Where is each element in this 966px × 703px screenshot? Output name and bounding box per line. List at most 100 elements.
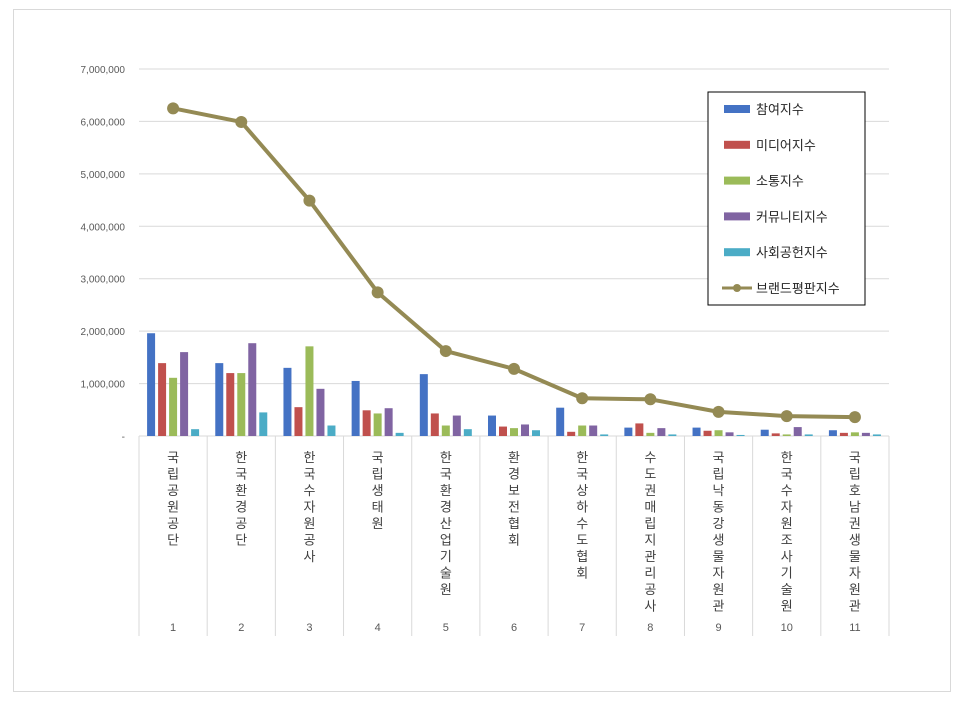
- bar: [635, 423, 644, 436]
- bar: [567, 431, 576, 436]
- bar: [169, 377, 178, 436]
- legend-label: 커뮤니티지수: [756, 210, 828, 225]
- x-rank-label: 1: [170, 622, 176, 634]
- y-tick-label: 7,000,000: [81, 65, 126, 76]
- line-point: [439, 345, 452, 358]
- line-point: [644, 393, 657, 406]
- legend-swatch: [724, 248, 750, 257]
- bar: [191, 429, 200, 436]
- bar: [725, 432, 734, 436]
- y-tick-label: 6,000,000: [81, 117, 126, 128]
- bar: [804, 434, 813, 436]
- bar: [703, 430, 712, 436]
- legend-label: 참여지수: [756, 103, 804, 118]
- bar: [362, 410, 371, 436]
- bar: [248, 343, 257, 436]
- bar: [158, 363, 167, 436]
- legend-label: 소통지수: [756, 175, 804, 190]
- bar: [463, 429, 472, 436]
- bar: [861, 432, 870, 436]
- bar: [714, 430, 723, 436]
- bar: [180, 352, 189, 436]
- line-point: [848, 411, 861, 424]
- bar: [499, 426, 507, 436]
- bar: [556, 407, 565, 436]
- bar: [373, 413, 382, 436]
- bar: [395, 432, 404, 436]
- legend-label: 미디어지수: [756, 139, 816, 154]
- line-point: [780, 410, 793, 423]
- bar: [828, 430, 837, 436]
- bar: [850, 432, 859, 436]
- bar: [624, 427, 633, 436]
- line-point: [303, 194, 316, 207]
- bar: [419, 374, 428, 436]
- bar: [657, 428, 666, 436]
- bar: [305, 346, 314, 436]
- bar: [600, 434, 609, 436]
- legend-swatch: [724, 105, 750, 113]
- x-rank-label: 2: [238, 622, 244, 634]
- legend-label: 브랜드평판지수: [756, 282, 840, 297]
- bar: [430, 413, 439, 436]
- legend-swatch: [724, 176, 750, 185]
- y-tick-label: 4,000,000: [81, 222, 126, 233]
- line-point: [576, 392, 589, 405]
- line-point: [712, 405, 725, 418]
- bar: [692, 427, 701, 436]
- x-rank-label: 9: [715, 622, 721, 634]
- bar: [736, 434, 745, 436]
- bar: [646, 432, 655, 436]
- x-rank-label: 4: [375, 622, 381, 634]
- bar: [384, 408, 393, 436]
- bar: [668, 434, 677, 436]
- line-point: [371, 286, 384, 299]
- legend-label: 사회공헌지수: [756, 246, 828, 261]
- bar: [771, 433, 780, 436]
- bar: [578, 425, 587, 436]
- bar: [532, 430, 540, 436]
- bar: [760, 429, 769, 436]
- bar: [351, 380, 360, 436]
- line-point: [508, 362, 520, 375]
- x-rank-label: 11: [849, 622, 860, 634]
- bar: [589, 425, 598, 436]
- bar: [147, 333, 156, 436]
- x-rank-label: 8: [647, 622, 653, 634]
- x-rank-label: 7: [579, 622, 585, 634]
- legend-swatch: [724, 140, 750, 149]
- bar: [294, 407, 303, 436]
- legend-swatch: [724, 212, 750, 221]
- bar: [237, 373, 246, 436]
- x-rank-label: 10: [781, 622, 793, 634]
- bar: [327, 425, 336, 436]
- legend-box: [707, 91, 866, 306]
- x-rank-label: 6: [511, 622, 517, 634]
- x-rank-label: 5: [443, 622, 449, 634]
- bar: [226, 373, 235, 436]
- bar: [441, 425, 450, 436]
- bar: [872, 434, 881, 436]
- line-point: [235, 115, 248, 128]
- bar: [215, 363, 224, 436]
- line-point: [167, 102, 180, 115]
- y-tick-label: 1,000,000: [81, 380, 126, 391]
- bar: [782, 434, 791, 436]
- legend-swatch-marker: [733, 284, 741, 292]
- x-rank-label: 3: [306, 622, 312, 634]
- bar: [839, 432, 848, 436]
- y-tick-label: 2,000,000: [81, 327, 126, 338]
- bar: [488, 415, 496, 436]
- bar: [793, 427, 802, 436]
